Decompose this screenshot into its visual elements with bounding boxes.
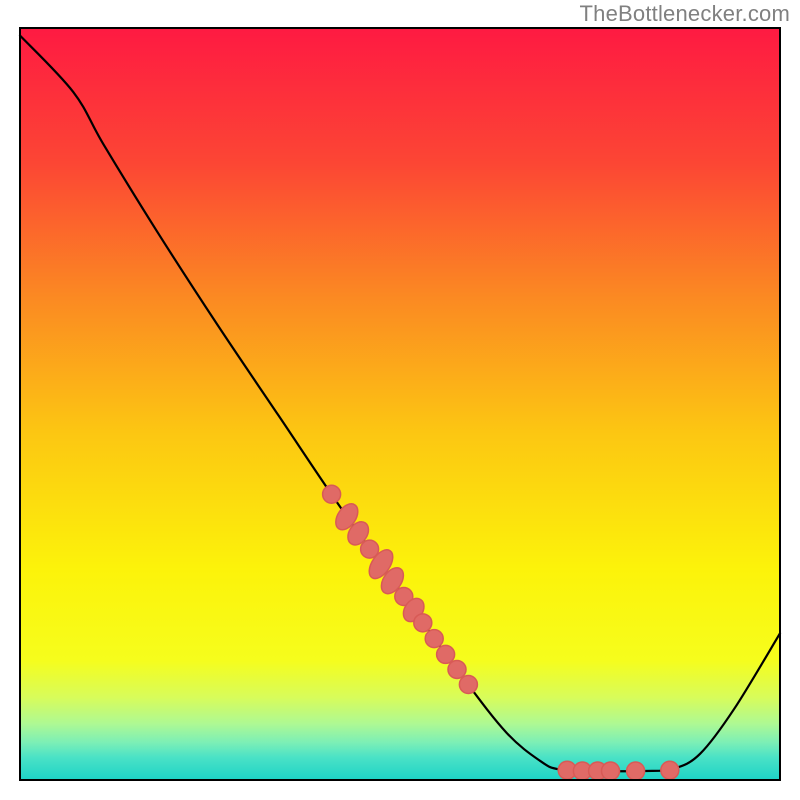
bottleneck-curve-chart	[0, 0, 800, 800]
curve-marker	[459, 676, 477, 694]
curve-marker	[437, 645, 455, 663]
curve-marker	[425, 630, 443, 648]
watermark-text: TheBottlenecker.com	[580, 1, 790, 27]
curve-marker	[661, 761, 679, 779]
chart-background	[20, 28, 780, 780]
chart-stage: TheBottlenecker.com	[0, 0, 800, 800]
curve-marker	[414, 614, 432, 632]
curve-marker	[323, 485, 341, 503]
curve-marker	[602, 762, 620, 780]
curve-marker	[448, 660, 466, 678]
curve-marker	[627, 762, 645, 780]
